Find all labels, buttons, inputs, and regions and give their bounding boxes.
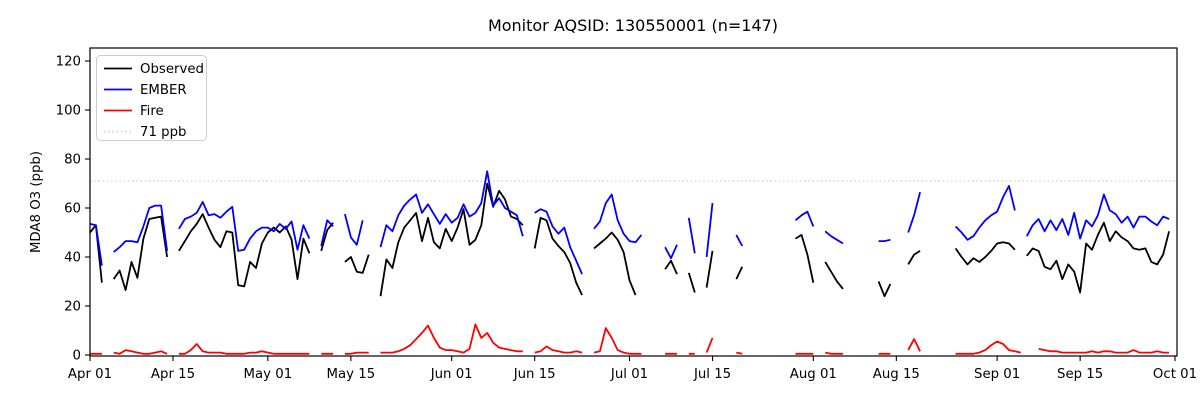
x-tick-label: Apr 15: [151, 367, 195, 382]
legend-label: EMBER: [140, 83, 187, 98]
x-tick-label: Aug 15: [873, 367, 920, 382]
legend: Observed EMBER Fire 71 ppb: [96, 55, 207, 141]
x-tick-label: Apr 01: [68, 367, 112, 382]
x-tick-label: Sep 15: [1057, 367, 1103, 382]
series-fire: [90, 323, 1170, 355]
x-tick-label: May 15: [327, 367, 376, 382]
x-tick-label: Jun 01: [430, 367, 473, 382]
x-axis: Apr 01 Apr 15 May 01 May 15 Jun 01 Jun 15 Jul …: [68, 356, 1197, 382]
chart-title: Monitor AQSID: 130550001 (n=147): [488, 16, 778, 35]
x-tick-label: May 01: [244, 367, 293, 382]
legend-label: 71 ppb: [140, 125, 186, 140]
x-tick-label: Jul 15: [693, 367, 731, 382]
series-lines: [89, 170, 1170, 355]
y-tick-label: 40: [64, 251, 81, 266]
y-tick-label: 0: [73, 349, 81, 364]
y-axis: 0 20 40 60 80 100 120: [56, 55, 90, 364]
x-tick-label: Aug 01: [790, 367, 837, 382]
plot-border: [89, 47, 1178, 357]
legend-label: Fire: [140, 104, 164, 119]
y-axis-label: MDA8 O3 (ppb): [29, 151, 44, 253]
series-ember: [89, 170, 1170, 275]
y-tick-label: 20: [64, 300, 81, 315]
x-tick-label: Sep 01: [974, 367, 1020, 382]
x-tick-label: Jul 01: [610, 367, 648, 382]
x-tick-label: Jun 15: [513, 367, 556, 382]
y-tick-label: 120: [56, 55, 81, 70]
legend-label: Observed: [140, 62, 204, 77]
y-tick-label: 60: [64, 202, 81, 217]
y-tick-label: 80: [64, 153, 81, 168]
x-tick-label: Oct 01: [1153, 367, 1197, 382]
y-tick-label: 100: [56, 104, 81, 119]
